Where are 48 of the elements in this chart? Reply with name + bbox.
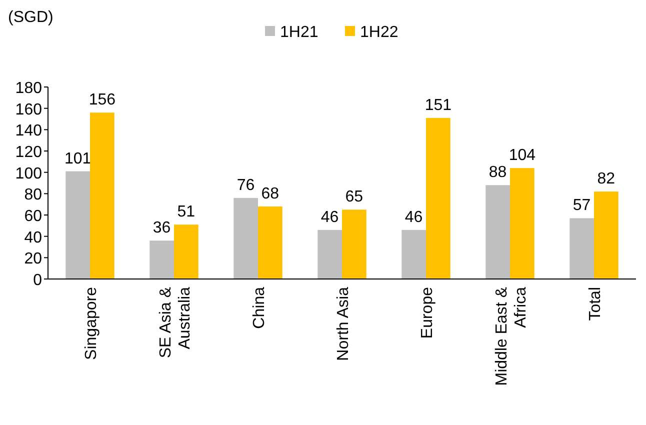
y-tick-label: 160 xyxy=(15,101,42,118)
bar xyxy=(510,168,534,279)
bar xyxy=(90,112,114,279)
bar xyxy=(318,230,342,279)
data-label: 88 xyxy=(488,164,507,182)
y-tick-label: 100 xyxy=(15,165,42,182)
y-tick-label: 60 xyxy=(24,208,42,225)
data-label: 36 xyxy=(152,220,171,237)
x-tick-label: North Asia xyxy=(335,286,352,361)
data-label: 68 xyxy=(261,185,280,202)
data-label: 51 xyxy=(177,204,196,221)
data-label: 46 xyxy=(404,208,423,226)
data-label: 65 xyxy=(345,188,364,206)
legend-label: 1H22 xyxy=(360,24,398,41)
bar xyxy=(570,218,594,279)
data-label: 82 xyxy=(597,170,616,188)
y-tick-label: 20 xyxy=(24,250,42,268)
y-tick-label: 80 xyxy=(24,186,42,204)
y-tick-label: 120 xyxy=(15,144,42,161)
y-tick-label: 180 xyxy=(15,80,42,97)
bar xyxy=(258,206,282,279)
x-tick-label: Middle East & Africa xyxy=(494,286,530,386)
x-tick-label: Total xyxy=(587,287,604,321)
bar xyxy=(66,171,90,279)
y-tick-label: 40 xyxy=(24,229,42,246)
legend-label: 1H21 xyxy=(280,24,318,41)
x-tick-label: Singapore xyxy=(83,286,100,360)
x-tick-label: Europe xyxy=(419,286,436,339)
bar xyxy=(150,240,174,279)
bar xyxy=(342,210,366,279)
bar xyxy=(594,192,618,279)
bar xyxy=(174,224,198,279)
x-tick-label: China xyxy=(251,286,268,329)
y-axis-title: (SGD) xyxy=(8,9,54,26)
data-label: 101 xyxy=(64,150,92,168)
y-tick-label: 0 xyxy=(33,272,42,289)
bar xyxy=(486,185,510,279)
data-label: 57 xyxy=(572,197,591,214)
data-label: 151 xyxy=(424,96,452,114)
data-label: 104 xyxy=(508,147,536,164)
bar xyxy=(234,198,258,279)
bar xyxy=(426,118,450,279)
data-label: 76 xyxy=(236,176,255,194)
data-label: 46 xyxy=(320,208,339,226)
x-tick-label: SE Asia & Australia xyxy=(158,286,194,358)
y-tick-label: 140 xyxy=(15,122,42,140)
data-label: 156 xyxy=(88,92,116,109)
bar xyxy=(402,230,426,279)
